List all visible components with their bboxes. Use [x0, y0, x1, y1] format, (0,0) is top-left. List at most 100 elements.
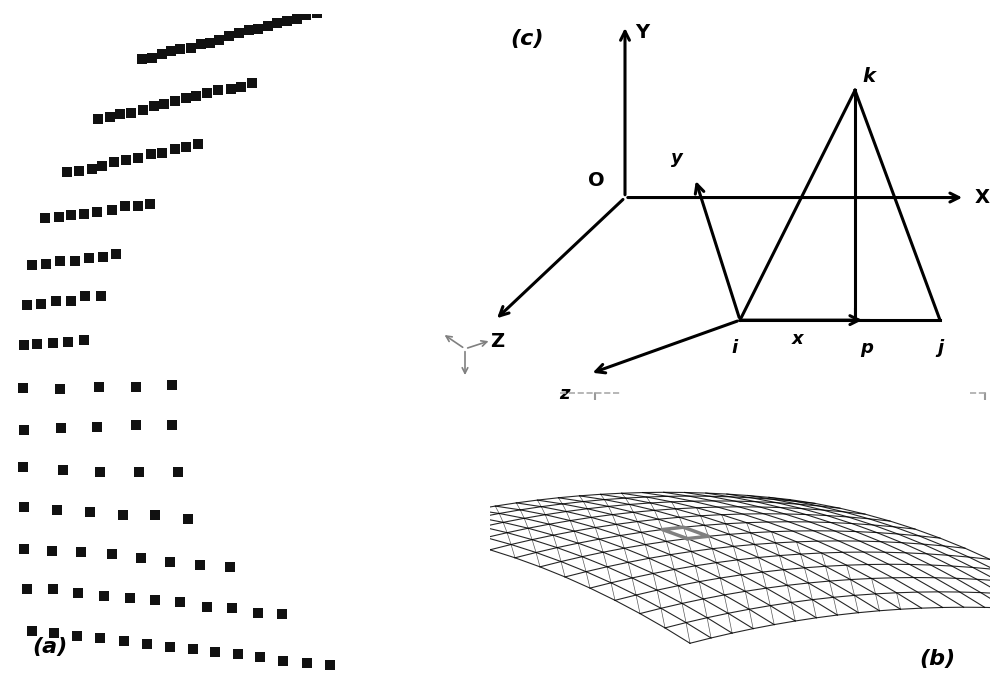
Point [274, 609, 290, 620]
Point [142, 199, 158, 210]
Point [135, 105, 151, 116]
Point [60, 337, 76, 347]
Text: y: y [671, 149, 682, 167]
Point [45, 338, 61, 349]
Point [199, 601, 215, 612]
Point [223, 83, 239, 94]
Point [77, 291, 93, 302]
Point [162, 557, 178, 568]
Point [48, 296, 64, 307]
Point [63, 295, 79, 306]
Point [128, 382, 144, 393]
Point [93, 290, 109, 301]
Point [299, 658, 315, 669]
Point [91, 381, 107, 392]
Point [185, 644, 201, 655]
Point [89, 422, 105, 433]
Point [298, 10, 314, 21]
Point [289, 13, 305, 24]
Point [104, 549, 120, 560]
Point [71, 166, 87, 176]
Point [63, 209, 79, 220]
Point [231, 27, 247, 38]
Point [199, 88, 215, 98]
Text: j: j [937, 339, 943, 357]
Point [224, 602, 240, 613]
Text: (b): (b) [919, 648, 955, 668]
Point [180, 513, 196, 524]
Point [89, 207, 105, 218]
Point [322, 659, 338, 670]
Text: x: x [792, 330, 803, 347]
Point [275, 655, 291, 666]
Point [69, 630, 85, 641]
Point [156, 98, 172, 109]
Point [172, 597, 188, 608]
Point [96, 590, 112, 601]
Point [167, 96, 183, 107]
Point [163, 46, 179, 57]
Point [33, 298, 49, 309]
Point [67, 255, 83, 266]
Point [52, 384, 68, 395]
Point [122, 593, 138, 604]
Point [250, 23, 266, 34]
Point [190, 139, 206, 150]
Point [104, 205, 120, 216]
Point [222, 562, 238, 573]
Point [46, 628, 62, 639]
Point [19, 583, 35, 594]
Point [207, 646, 223, 657]
Point [117, 201, 133, 212]
Point [133, 553, 149, 564]
Point [164, 419, 180, 430]
Point [123, 107, 139, 118]
Point [76, 334, 92, 345]
Point [16, 424, 32, 435]
Point [16, 543, 32, 554]
Point [183, 42, 199, 53]
Point [193, 39, 209, 50]
Point [202, 38, 218, 49]
Point [53, 422, 69, 433]
Point [90, 114, 106, 124]
Point [38, 258, 54, 269]
Point [92, 466, 108, 477]
Point [55, 465, 71, 476]
Point [144, 53, 160, 64]
Point [94, 161, 110, 172]
Point [59, 167, 75, 178]
Point [252, 652, 268, 663]
Point [178, 141, 194, 152]
Text: (a): (a) [32, 637, 67, 657]
Point [134, 54, 150, 65]
Point [260, 21, 276, 31]
Point [269, 18, 285, 29]
Point [250, 607, 266, 618]
Point [146, 101, 162, 111]
Point [210, 85, 226, 96]
Point [29, 339, 45, 350]
Point [115, 510, 131, 521]
Point [24, 260, 40, 271]
Point [102, 111, 118, 122]
Point [154, 48, 170, 59]
Point [92, 632, 108, 643]
Text: Y: Y [635, 23, 649, 42]
Point [233, 81, 249, 92]
Point [279, 16, 295, 27]
Text: k: k [862, 68, 876, 86]
Point [221, 30, 237, 41]
Point [37, 213, 53, 224]
Point [139, 639, 155, 650]
Point [172, 43, 188, 54]
Point [309, 8, 325, 18]
Point [130, 200, 146, 211]
Point [19, 300, 35, 311]
Point [192, 560, 208, 570]
Text: (c): (c) [510, 29, 544, 49]
Point [241, 24, 257, 35]
Point [49, 504, 65, 515]
Point [178, 92, 194, 103]
Point [84, 163, 100, 174]
